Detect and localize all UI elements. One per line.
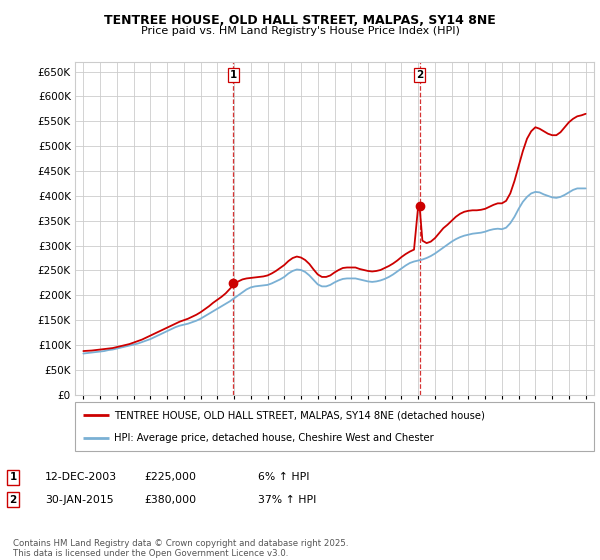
Text: 30-JAN-2015: 30-JAN-2015	[45, 494, 113, 505]
Text: HPI: Average price, detached house, Cheshire West and Chester: HPI: Average price, detached house, Ches…	[114, 433, 434, 444]
Text: Price paid vs. HM Land Registry's House Price Index (HPI): Price paid vs. HM Land Registry's House …	[140, 26, 460, 36]
Text: TENTREE HOUSE, OLD HALL STREET, MALPAS, SY14 8NE: TENTREE HOUSE, OLD HALL STREET, MALPAS, …	[104, 14, 496, 27]
Text: 1: 1	[230, 70, 237, 80]
Text: 37% ↑ HPI: 37% ↑ HPI	[258, 494, 316, 505]
Text: 2: 2	[10, 494, 17, 505]
Text: 6% ↑ HPI: 6% ↑ HPI	[258, 472, 310, 482]
FancyBboxPatch shape	[75, 402, 594, 451]
Text: Contains HM Land Registry data © Crown copyright and database right 2025.
This d: Contains HM Land Registry data © Crown c…	[13, 539, 349, 558]
Text: TENTREE HOUSE, OLD HALL STREET, MALPAS, SY14 8NE (detached house): TENTREE HOUSE, OLD HALL STREET, MALPAS, …	[114, 410, 485, 421]
Text: 12-DEC-2003: 12-DEC-2003	[45, 472, 117, 482]
Text: 2: 2	[416, 70, 423, 80]
Text: £225,000: £225,000	[144, 472, 196, 482]
Text: £380,000: £380,000	[144, 494, 196, 505]
Text: 1: 1	[10, 472, 17, 482]
